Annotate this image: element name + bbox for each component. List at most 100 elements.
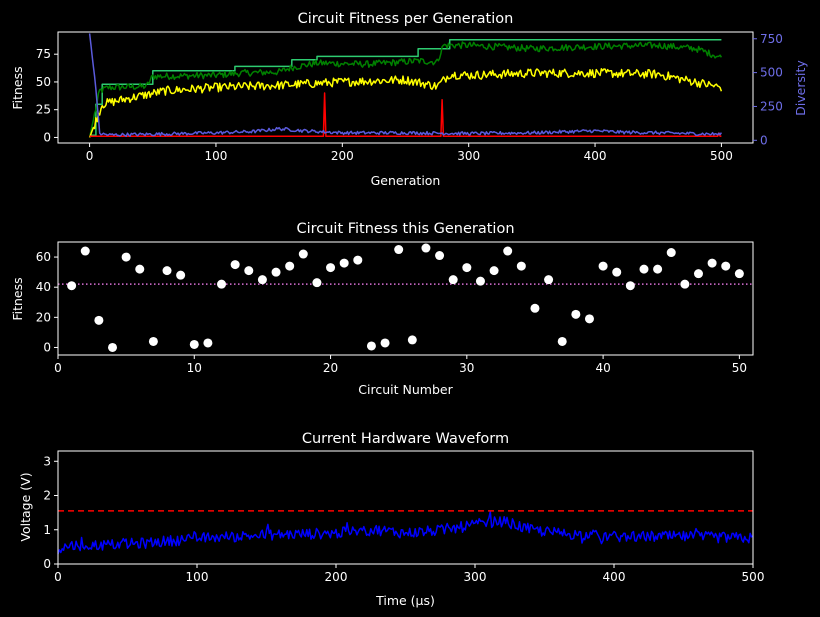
chart2-x-ticks: 0 10 20 30 40 50: [54, 355, 747, 375]
scatter-point: [448, 275, 458, 285]
scatter-point: [407, 335, 417, 345]
scatter-point: [734, 269, 744, 279]
scatter-point: [148, 336, 158, 346]
scatter-point: [462, 263, 472, 273]
chart1-frame: [57, 31, 754, 144]
scatter-point: [366, 341, 376, 351]
chart3-title: Current Hardware Waveform: [302, 431, 509, 447]
scatter-point: [598, 261, 608, 271]
scatter-point: [339, 258, 349, 268]
x-tick-label: 400: [584, 149, 607, 163]
chart1-y-ticks: 0 25 50 75: [36, 47, 58, 144]
scatter-point: [557, 336, 567, 346]
chart1-title: Circuit Fitness per Generation: [298, 11, 514, 27]
x-tick-label: 100: [205, 149, 228, 163]
scatter-point: [653, 264, 663, 274]
y-tick-label: 25: [36, 103, 51, 117]
y-tick-label: 50: [36, 75, 51, 89]
scatter-point: [584, 314, 594, 324]
y-right-tick-label: 500: [760, 66, 783, 80]
chart3-series-group: [57, 510, 754, 555]
chart-hardware-waveform: Current Hardware Waveform 0 100 200 300 400 5…: [18, 431, 764, 608]
scatter-point: [721, 261, 731, 271]
x-tick-label: 500: [742, 570, 765, 584]
scatter-point: [271, 267, 281, 277]
chart3-xlabel: Time (µs): [375, 593, 435, 608]
scatter-point: [285, 261, 295, 271]
y-tick-label: 60: [36, 250, 51, 264]
scatter-point: [257, 275, 267, 285]
x-tick-label: 10: [187, 361, 202, 375]
x-tick-label: 300: [464, 570, 487, 584]
chart-fitness-per-generation: Circuit Fitness per Generation 0 100 200 30…: [10, 11, 808, 188]
chart2-xlabel: Circuit Number: [358, 382, 453, 397]
x-tick-label: 40: [595, 361, 610, 375]
y-tick-label: 75: [36, 47, 51, 61]
y-tick-label: 0: [43, 557, 51, 571]
scatter-point: [680, 279, 690, 289]
chart1-xlabel: Generation: [371, 173, 441, 188]
scatter-point: [639, 264, 649, 274]
y-tick-label: 20: [36, 310, 51, 324]
y-tick-label: 40: [36, 280, 51, 294]
x-tick-label: 500: [710, 149, 733, 163]
y-right-tick-label: 750: [760, 32, 783, 46]
x-tick-label: 0: [54, 570, 62, 584]
scatter-point: [94, 315, 104, 325]
scatter-point: [80, 246, 90, 256]
scatter-point: [489, 266, 499, 276]
scatter-point: [544, 275, 554, 285]
chart1-ylabel: Fitness: [10, 66, 25, 109]
scatter-point: [230, 260, 240, 270]
chart1-x-ticks: 0 100 200 300 400 500: [86, 143, 733, 163]
scatter-point: [353, 255, 363, 265]
scatter-point: [475, 276, 485, 286]
x-tick-label: 20: [323, 361, 338, 375]
series-line: [89, 92, 722, 138]
scatter-point: [666, 248, 676, 258]
chart2-ylabel: Fitness: [10, 277, 25, 320]
chart3-ylabel: Voltage (V): [18, 472, 33, 541]
y-tick-label: 0: [43, 130, 51, 144]
chart2-y-ticks: 0 20 40 60: [36, 250, 58, 354]
scatter-point: [421, 243, 431, 253]
x-tick-label: 100: [186, 570, 209, 584]
chart2-frame: [57, 241, 754, 356]
chart3-x-ticks: 0 100 200 300 400 500: [54, 564, 764, 584]
scatter-point: [217, 279, 227, 289]
scatter-point: [203, 338, 213, 348]
scatter-point: [394, 245, 404, 255]
y-right-tick-label: 250: [760, 99, 783, 113]
x-tick-label: 50: [732, 361, 747, 375]
chart1-ylabel-right: Diversity: [793, 60, 808, 116]
y-tick-label: 0: [43, 340, 51, 354]
series-line: [89, 39, 722, 136]
chart1-y-ticks-right: 0 250 500 750: [753, 32, 783, 147]
scatter-point: [189, 339, 199, 349]
chart2-title: Circuit Fitness this Generation: [296, 221, 514, 237]
x-tick-label: 0: [86, 149, 94, 163]
waveform-line: [57, 510, 754, 555]
scatter-point: [298, 249, 308, 259]
scatter-point: [707, 258, 717, 268]
scatter-point: [162, 266, 172, 276]
x-tick-label: 200: [331, 149, 354, 163]
x-tick-label: 30: [459, 361, 474, 375]
chart-fitness-this-generation: Circuit Fitness this Generation 0 10 20 30 4…: [10, 221, 754, 397]
scatter-point: [530, 303, 540, 313]
scatter-point: [176, 270, 186, 280]
y-right-tick-label: 0: [760, 133, 768, 147]
series-line: [88, 68, 723, 138]
y-tick-label: 3: [43, 454, 51, 468]
chart3-frame: [57, 450, 754, 565]
chart3-y-ticks: 0 1 2 3: [43, 454, 58, 571]
scatter-point: [312, 278, 322, 288]
scatter-point: [67, 281, 77, 291]
scatter-point: [380, 338, 390, 348]
scatter-point: [571, 309, 581, 319]
series-line: [88, 33, 723, 137]
scatter-point: [435, 251, 445, 261]
scatter-point: [612, 267, 622, 277]
x-tick-label: 300: [457, 149, 480, 163]
chart1-series-group: [88, 33, 723, 138]
